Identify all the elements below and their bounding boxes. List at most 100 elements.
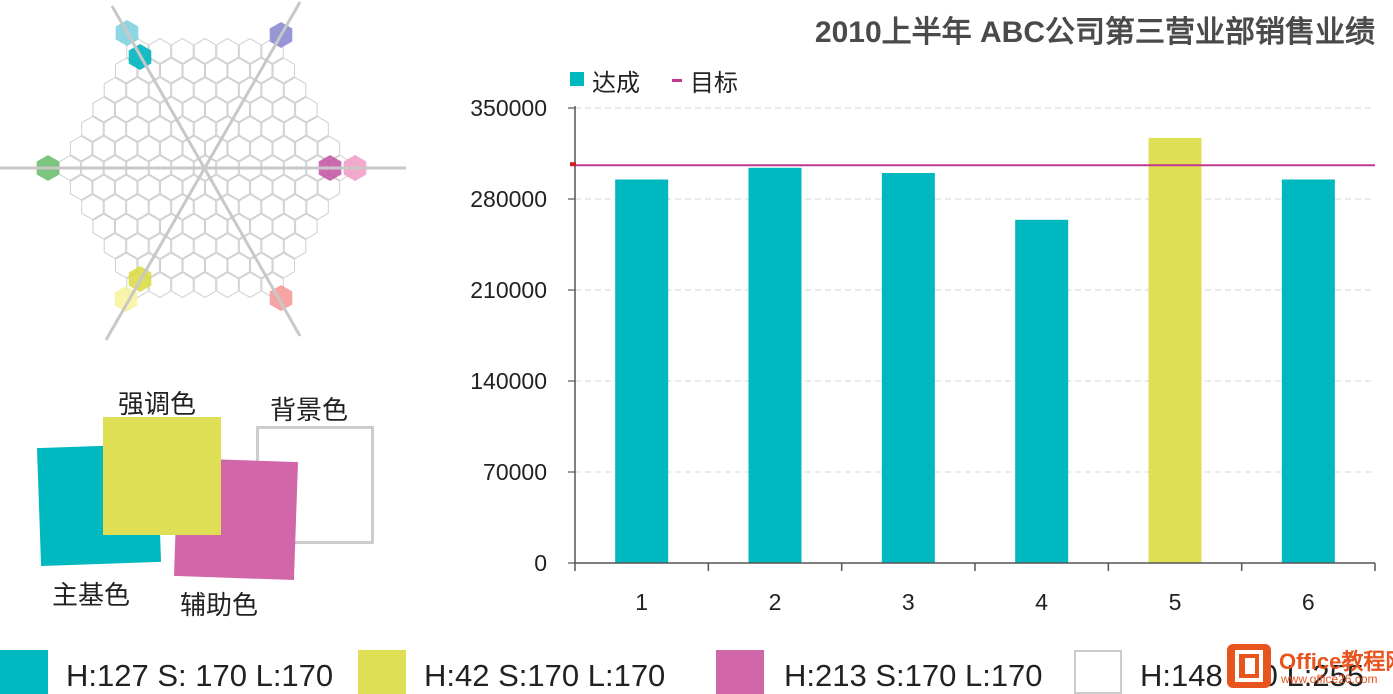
watermark-title: Office教程网 <box>1279 649 1393 674</box>
watermark: Office教程网 www.office26.com <box>1227 640 1393 692</box>
bar-2 <box>748 167 802 564</box>
hex-cell <box>137 213 160 240</box>
hex-cell <box>182 213 205 240</box>
hex-cell <box>115 174 138 201</box>
axes <box>574 106 1376 571</box>
x-tick-label: 1 <box>635 589 648 615</box>
diagonal-axis-2 <box>104 1 302 341</box>
x-tick-label: 6 <box>1302 589 1315 615</box>
bar-6 <box>1281 179 1335 563</box>
hex-cell <box>295 213 318 240</box>
hex-cell <box>272 213 295 240</box>
hex-cell <box>272 174 295 201</box>
hex-cell <box>227 252 250 279</box>
hex-cell <box>171 38 194 64</box>
swatch-label-secondary: 辅助色 <box>180 591 259 621</box>
hex-cell <box>171 272 194 298</box>
hex-cell <box>205 57 228 84</box>
bar-4 <box>1015 219 1069 564</box>
legend-label-target: 目标 <box>690 69 738 97</box>
hex-cell <box>306 116 329 142</box>
color-code-swatch-accent <box>358 650 406 694</box>
hex-cell <box>216 233 239 259</box>
y-axis-tick-labels: 350000 280000 210000 140000 70000 0 <box>470 95 575 576</box>
hex-cell <box>81 116 104 142</box>
legend-label-achieved: 达成 <box>592 69 640 97</box>
hex-cell <box>272 135 295 162</box>
hex-cell <box>92 213 115 240</box>
hex-cell <box>306 194 329 220</box>
chart-legend: 达成 目标 <box>570 69 738 97</box>
hex-cell <box>238 272 262 298</box>
gridlines <box>575 107 1375 473</box>
legend-marker-target <box>672 79 682 82</box>
target-line-group <box>570 162 1375 167</box>
hex-cell <box>148 38 172 64</box>
hex-cell <box>193 272 217 298</box>
hex-cell <box>238 38 262 64</box>
x-axis-tick-labels: 1 2 3 4 5 6 <box>635 589 1314 615</box>
hex-cell <box>238 194 262 220</box>
y-tick-label: 70000 <box>483 459 547 485</box>
color-wheel-diagram <box>0 1 406 341</box>
hex-cell <box>160 252 183 279</box>
hex-cell <box>283 233 307 259</box>
hex-cell <box>137 174 160 201</box>
y-tick-label: 280000 <box>470 186 547 212</box>
x-tick-label: 2 <box>769 589 782 615</box>
y-tick-label: 0 <box>534 550 547 576</box>
hex-cell <box>137 135 160 162</box>
hex-cell <box>261 116 284 142</box>
hex-cell <box>148 116 172 142</box>
hex-cell <box>171 233 194 259</box>
hex-cell <box>250 174 273 201</box>
hex-cell <box>126 233 149 259</box>
hex-cell <box>103 116 127 142</box>
color-code-text-primary: H:127 S: 170 L:170 <box>66 658 334 693</box>
hex-cell <box>238 116 262 142</box>
hex-cell <box>227 57 250 84</box>
hex-cell <box>272 96 295 123</box>
office-logo-icon <box>1227 644 1271 688</box>
hex-cell <box>103 77 127 103</box>
y-tick-label: 350000 <box>470 95 547 121</box>
hex-cell <box>160 174 183 201</box>
chart-title: 2010上半年 ABC公司第三营业部销售业绩 <box>815 15 1375 49</box>
diagonal-axis-1 <box>110 5 302 337</box>
hex-cell <box>205 96 228 123</box>
hex-cell <box>283 77 307 103</box>
color-code-legend: H:127 S: 170 L:170 H:42 S:170 L:170 H:21… <box>0 640 1393 694</box>
watermark-url: www.office26.com <box>1281 672 1378 686</box>
hex-cell <box>250 96 273 123</box>
hex-cell <box>126 77 149 103</box>
hex-cell <box>69 174 93 201</box>
hex-cell <box>216 77 239 103</box>
bars <box>615 137 1335 564</box>
accent-swatch <box>103 417 221 535</box>
y-tick-label: 140000 <box>470 368 547 394</box>
x-tick-label: 4 <box>1035 589 1048 615</box>
hex-cell <box>193 194 217 220</box>
hex-cell <box>250 135 273 162</box>
swatch-label-primary: 主基色 <box>52 581 131 611</box>
hex-cell <box>205 213 228 240</box>
hex-cell <box>92 174 115 201</box>
hex-cell <box>193 38 217 64</box>
bar-1 <box>615 179 669 563</box>
hex-cell <box>171 77 194 103</box>
hex-cell <box>261 233 284 259</box>
hex-cell <box>216 38 239 64</box>
color-code-swatch-primary <box>0 650 48 694</box>
y-tick-label: 210000 <box>470 277 547 303</box>
hex-cell <box>182 57 205 84</box>
hex-cell <box>182 252 205 279</box>
hex-cell <box>126 194 149 220</box>
hex-grid <box>58 38 352 298</box>
hex-cell <box>205 252 228 279</box>
hex-cell <box>103 194 127 220</box>
target-marker <box>570 162 576 167</box>
hex-cell <box>272 252 295 279</box>
hex-cell <box>295 135 318 162</box>
hex-cell <box>115 213 138 240</box>
hex-cell <box>261 77 284 103</box>
